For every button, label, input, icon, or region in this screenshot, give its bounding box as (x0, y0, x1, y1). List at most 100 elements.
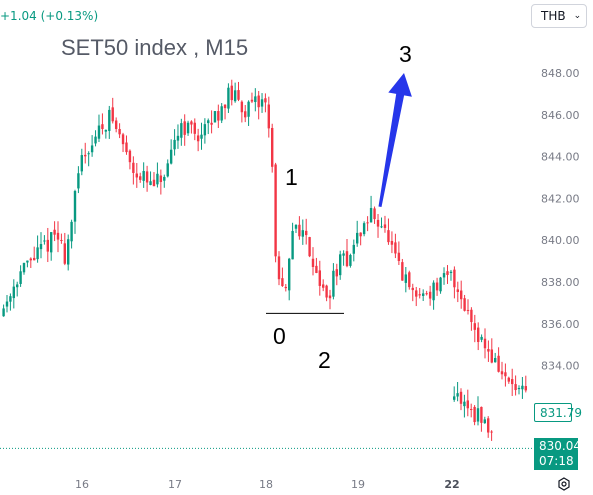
candle-body (470, 309, 473, 323)
candle-body (362, 223, 366, 235)
currency-selector[interactable]: THB ⌄ (531, 4, 587, 28)
candle-body (190, 121, 193, 125)
candle-body (73, 191, 77, 222)
annotations (0, 73, 534, 449)
candle-body (490, 349, 493, 363)
candle-body (108, 109, 111, 131)
candle-body (325, 285, 328, 298)
candle-body (101, 124, 104, 130)
candle-body (173, 139, 176, 150)
candle-body (446, 271, 449, 275)
y-tick-label: 842.00 (541, 192, 580, 205)
candle-body (294, 224, 298, 229)
candle-body (432, 282, 435, 301)
candle-body (466, 309, 470, 311)
candle-body (291, 230, 294, 260)
x-axis: 16 17 18 19 22 (75, 478, 460, 491)
candle-body (453, 269, 456, 288)
candle-body (53, 229, 56, 235)
candle-body (60, 239, 63, 241)
candle-body (487, 418, 490, 433)
candle-body (376, 219, 380, 227)
candle-body (524, 386, 527, 391)
candle-body (94, 136, 97, 144)
candle-body (5, 301, 9, 307)
candle-body (121, 134, 125, 145)
candle-body (404, 274, 408, 283)
wave-label-2: 2 (318, 347, 331, 373)
candle-body (145, 171, 149, 183)
candle-body (453, 396, 456, 400)
candle-body (29, 258, 32, 261)
candle-body (156, 173, 159, 185)
y-tick-label: 846.00 (541, 109, 580, 122)
candle-body (111, 107, 114, 122)
candle-body (240, 101, 244, 113)
candle-body (459, 391, 463, 404)
candle-body (284, 286, 287, 289)
candle-body (463, 298, 466, 311)
candle-body (152, 179, 156, 187)
candle-body (463, 401, 466, 407)
candle-body (159, 175, 163, 183)
candle-body (46, 239, 49, 252)
candle-body (390, 240, 394, 245)
candle-body (308, 237, 311, 257)
candle-body (244, 111, 247, 118)
candle-body (394, 242, 397, 254)
candle-body (476, 408, 480, 422)
candle-body (135, 173, 138, 178)
x-tick-label: 18 (259, 478, 273, 491)
candle-body (80, 155, 83, 172)
candle-body (125, 142, 128, 153)
candle-body (483, 338, 487, 349)
wave-arrow (378, 73, 412, 207)
candle-body (473, 323, 476, 330)
candle-body (281, 278, 284, 287)
candle-body (217, 111, 220, 121)
candle-body (415, 290, 418, 297)
candle-body (332, 270, 335, 297)
gear-icon[interactable] (556, 476, 572, 492)
wave-label-3: 3 (399, 41, 412, 67)
candle-body (408, 272, 411, 288)
current-price-value: 830.04 (539, 439, 581, 453)
candle-body (33, 257, 36, 261)
candle-body (521, 385, 524, 390)
candle-body (22, 262, 26, 273)
candle-body (250, 99, 254, 102)
candle-body (435, 282, 439, 291)
candle-body (39, 244, 43, 250)
candle-body (425, 293, 428, 295)
candle-body (352, 244, 355, 254)
candle-body (466, 400, 469, 409)
candle-body (298, 224, 301, 237)
y-tick-label: 844.00 (541, 151, 580, 164)
candle-body (418, 294, 421, 296)
y-tick-label: 840.00 (541, 234, 580, 247)
chevron-down-icon: ⌄ (573, 11, 582, 21)
current-price-tag: 830.04 07:18 (534, 438, 581, 470)
candle-body (504, 372, 507, 377)
candle-body (383, 224, 387, 228)
candle-body (203, 124, 207, 136)
candle-body (200, 134, 203, 139)
candle-body (369, 208, 373, 223)
candle-body (449, 271, 453, 274)
candle-body (237, 90, 240, 100)
price-change: +1.04 (+0.13%) (0, 9, 99, 23)
last-price-tag: 831.79 (534, 403, 582, 422)
candle-body (230, 85, 233, 101)
candle-body (213, 111, 217, 123)
candle-body (401, 262, 404, 281)
candle-body (56, 232, 60, 240)
candle-body (500, 371, 504, 375)
candle-body (288, 258, 291, 291)
x-tick-label: 22 (444, 478, 459, 491)
candle-body (207, 120, 210, 124)
candle-body (421, 293, 425, 296)
candle-body (264, 98, 267, 103)
x-tick-label: 16 (75, 478, 89, 491)
candle-body (104, 129, 108, 132)
